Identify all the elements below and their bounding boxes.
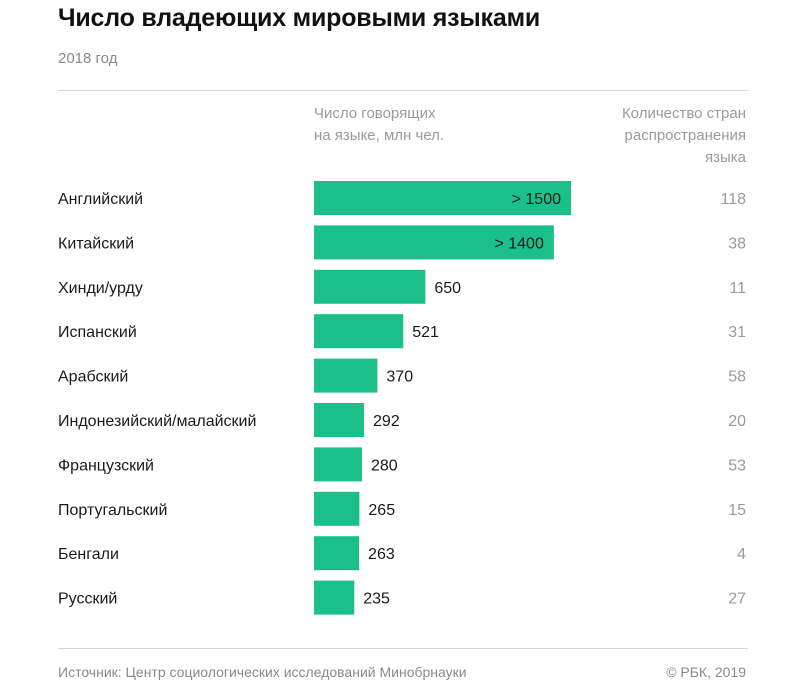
value-label: 235: [363, 591, 390, 608]
category-label: Арабский: [58, 369, 128, 386]
category-label: Китайский: [58, 235, 134, 252]
category-label: Индонезийский/малайский: [58, 413, 256, 430]
value-label: 370: [386, 369, 413, 386]
value-label: 521: [412, 324, 439, 341]
bar: [314, 225, 554, 260]
country-count: 11: [729, 280, 746, 297]
country-count: 27: [728, 591, 746, 608]
value-label: 280: [371, 457, 398, 474]
bar: [314, 181, 571, 215]
value-label: 292: [373, 413, 400, 430]
chart-title: Число владеющих мировыми языками: [58, 4, 541, 32]
country-count: 38: [728, 235, 746, 252]
category-label: Испанский: [58, 324, 137, 341]
category-label: Португальский: [58, 502, 167, 519]
value-label: 650: [434, 280, 461, 297]
bar: [314, 491, 360, 526]
country-count: 20: [728, 413, 746, 430]
bar: [314, 536, 360, 571]
top-divider: [58, 90, 748, 91]
bottom-divider: [58, 648, 748, 649]
category-label: Русский: [58, 591, 117, 608]
chart-subtitle: 2018 год: [58, 50, 118, 67]
bar: [314, 580, 355, 615]
country-count: 15: [728, 502, 746, 519]
country-count: 53: [728, 457, 746, 474]
source-note: Источник: Центр социологических исследов…: [58, 664, 467, 680]
value-label: > 1400: [494, 235, 543, 252]
category-label: Хинди/урду: [58, 280, 143, 297]
category-label: Французский: [58, 457, 154, 474]
value-label: 263: [368, 546, 395, 563]
country-count: 58: [728, 369, 746, 386]
value-label: > 1500: [512, 191, 561, 208]
country-count: 4: [737, 546, 746, 563]
category-label: Бенгали: [58, 546, 119, 563]
bar: [314, 314, 404, 349]
country-count: 118: [720, 191, 746, 208]
countries-column-header: Количество стран распространения языка: [621, 105, 746, 166]
copyright-note: © РБК, 2019: [666, 664, 746, 680]
bar: [314, 403, 365, 437]
bar: [314, 447, 362, 482]
speakers-column-header: Число говорящих на языке, млн чел.: [314, 105, 445, 144]
value-label: 265: [368, 502, 395, 519]
country-count: 31: [728, 324, 746, 341]
bar: [314, 269, 426, 304]
bar: [314, 358, 378, 393]
category-label: Английский: [58, 191, 143, 208]
